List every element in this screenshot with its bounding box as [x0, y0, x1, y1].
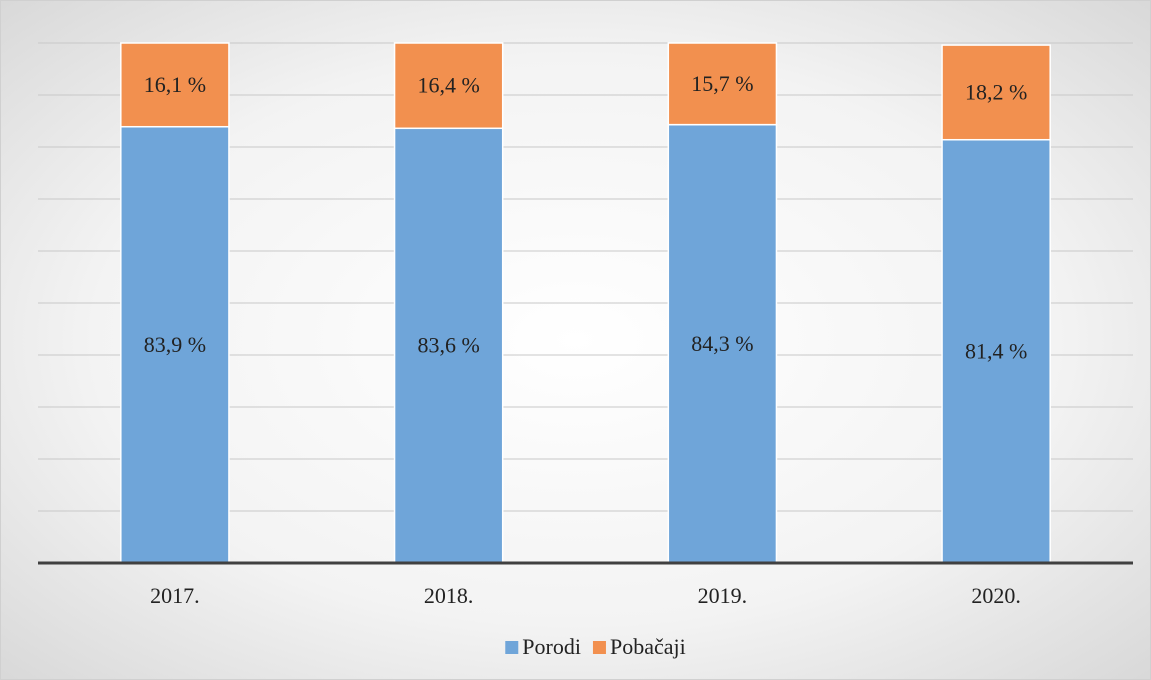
- legend-label: Porodi: [522, 634, 581, 659]
- x-tick-label: 2019.: [698, 583, 748, 608]
- data-label: 83,6 %: [417, 333, 479, 358]
- data-label: 16,4 %: [417, 73, 479, 98]
- bar-segment: [393, 42, 504, 130]
- bar-segment: [667, 42, 778, 126]
- data-label: 18,2 %: [965, 79, 1027, 104]
- bar-segment: [941, 138, 1051, 564]
- bar-segment: [393, 127, 504, 564]
- bar-segment: [667, 123, 778, 564]
- legend-label: Pobačaji: [610, 634, 686, 659]
- legend-item: Pobačaji: [592, 634, 686, 659]
- x-tick-label: 2018.: [424, 583, 474, 608]
- data-label: 81,4 %: [965, 338, 1027, 363]
- legend-swatch: [592, 641, 606, 654]
- legend-item: Porodi: [505, 634, 581, 659]
- data-label: 16,1 %: [144, 72, 206, 97]
- data-label: 84,3 %: [691, 331, 753, 356]
- bar-segment: [120, 125, 230, 564]
- x-tick-label: 2020.: [971, 583, 1021, 608]
- data-label: 83,9 %: [144, 332, 206, 357]
- bar-segment: [941, 44, 1051, 141]
- bar-segment: [120, 42, 230, 128]
- x-tick-label: 2017.: [150, 583, 200, 608]
- data-label: 15,7 %: [691, 71, 753, 96]
- legend-swatch: [505, 641, 519, 654]
